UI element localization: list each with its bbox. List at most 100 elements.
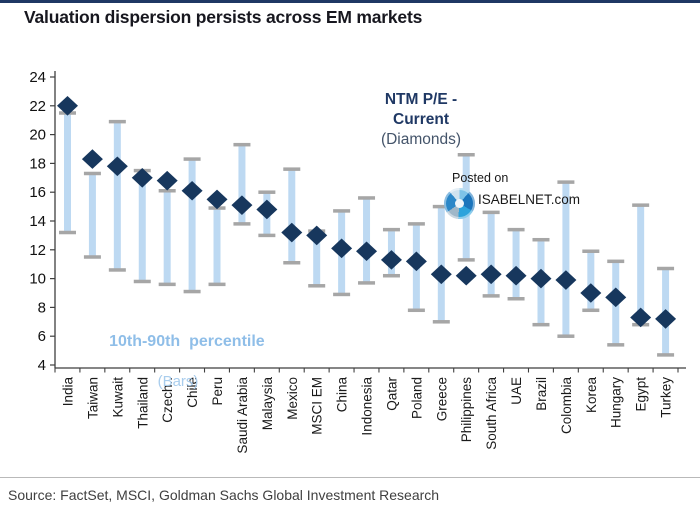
bar-cap-10th xyxy=(183,289,201,294)
bar-cap-90th xyxy=(233,142,251,147)
diamond-marker xyxy=(206,189,228,210)
percentile-bar xyxy=(64,113,71,233)
diamond-marker xyxy=(555,270,577,290)
y-tick-label: 14 xyxy=(29,213,46,230)
x-axis-label: Korea xyxy=(584,377,599,414)
diamond-marker xyxy=(405,251,427,272)
diamond-marker xyxy=(480,264,502,285)
x-axis-label: Czech.. xyxy=(160,377,175,423)
bar-cap-10th xyxy=(407,308,425,313)
bar-cap-10th xyxy=(258,233,276,238)
y-tick-label: 8 xyxy=(38,299,46,316)
diamond-marker xyxy=(156,170,178,191)
bar-cap-10th xyxy=(208,282,226,287)
diamond-marker xyxy=(106,156,128,177)
chart-title: Valuation dispersion persists across EM … xyxy=(24,7,423,27)
percentile-bar xyxy=(88,173,96,257)
bar-cap-10th xyxy=(457,258,475,262)
bar-cap-90th xyxy=(158,189,176,193)
percentile-bar xyxy=(188,159,196,292)
legend-diamonds-line3: (Diamonds) xyxy=(380,131,462,148)
top-border-line xyxy=(0,0,700,3)
bar-cap-90th xyxy=(358,196,376,200)
percentile-bar xyxy=(587,251,595,311)
y-tick-label: 24 xyxy=(29,69,46,86)
watermark-posted-on: Posted on xyxy=(452,171,509,185)
legend-bars-line2: (Bars) xyxy=(157,373,199,390)
bar-cap-10th xyxy=(607,343,625,347)
bar-cap-90th xyxy=(333,209,351,213)
bar-cap-10th xyxy=(382,273,400,278)
percentile-bar xyxy=(113,121,121,270)
bar-cap-10th xyxy=(482,294,500,298)
y-tick-label: 10 xyxy=(29,271,46,288)
bar-cap-90th xyxy=(657,266,675,271)
x-axis-label: Taiwan xyxy=(85,377,100,419)
x-axis-label: Egypt xyxy=(634,377,649,412)
y-tick-label: 4 xyxy=(38,357,46,374)
legend-bars: 10th-90th percentile (Bars) xyxy=(78,312,278,432)
x-axis-label: Chile xyxy=(185,377,200,408)
diamond-marker xyxy=(430,264,452,285)
x-axis-label: Colombia xyxy=(559,377,574,435)
bar-cap-90th xyxy=(283,167,301,171)
legend-diamonds-line2: Current xyxy=(393,111,449,128)
x-axis-label: Hungary xyxy=(609,377,624,428)
bar-cap-10th xyxy=(283,261,301,265)
bar-cap-90th xyxy=(457,153,475,157)
diamond-marker xyxy=(231,195,253,215)
bar-cap-10th xyxy=(432,320,450,324)
bar-cap-90th xyxy=(432,204,450,209)
diamond-marker xyxy=(380,250,402,270)
isabelnet-logo-icon xyxy=(444,188,475,219)
x-axis-label: Malaysia xyxy=(260,377,275,431)
bar-cap-90th xyxy=(607,259,625,264)
watermark-site: ISABELNET.com xyxy=(478,192,581,207)
x-axis-label: Poland xyxy=(409,377,424,419)
percentile-bar xyxy=(163,190,171,285)
percentile-bar xyxy=(437,206,445,322)
x-axis-label: MSCI EM xyxy=(310,377,325,435)
bar-cap-10th xyxy=(657,353,675,357)
percentile-bar xyxy=(288,169,296,263)
legend-diamonds-line1: NTM P/E - xyxy=(384,91,458,108)
bar-cap-90th xyxy=(532,237,550,242)
diamond-marker xyxy=(57,96,78,116)
x-axis-label: Brazil xyxy=(534,377,549,411)
diamond-marker xyxy=(81,149,103,169)
x-axis-label: UAE xyxy=(509,377,524,405)
diamond-marker xyxy=(306,225,328,246)
bar-cap-90th xyxy=(108,119,126,124)
diamond-marker xyxy=(131,168,153,188)
x-axis-label: Philippines xyxy=(459,377,474,443)
bar-cap-90th xyxy=(507,227,525,232)
diamond-marker xyxy=(281,222,303,243)
diamond-marker xyxy=(630,307,652,328)
x-axis-label: Saudi Arabia xyxy=(235,377,250,454)
bar-cap-90th xyxy=(582,249,600,253)
percentile-bar xyxy=(138,170,146,282)
bar-cap-10th xyxy=(507,297,525,301)
bar-cap-10th xyxy=(83,255,101,259)
bar-cap-10th xyxy=(59,230,76,235)
bar-cap-90th xyxy=(482,210,500,215)
bar-cap-10th xyxy=(557,334,575,338)
x-axis-label: Indonesia xyxy=(360,377,375,436)
bar-cap-90th xyxy=(557,180,575,184)
x-axis-label: Qatar xyxy=(384,376,399,410)
bar-cap-10th xyxy=(108,268,126,272)
bar-cap-10th xyxy=(233,222,251,226)
y-tick-label: 20 xyxy=(29,127,46,144)
bar-cap-10th xyxy=(158,282,176,287)
y-tick-label: 18 xyxy=(29,155,46,172)
x-axis-label: Peru xyxy=(210,377,225,406)
bar-cap-90th xyxy=(382,227,400,232)
bar-cap-90th xyxy=(83,171,101,176)
bar-cap-10th xyxy=(133,279,151,284)
diamond-marker xyxy=(655,309,677,329)
bar-cap-90th xyxy=(632,203,650,207)
percentile-bar xyxy=(213,208,221,285)
percentile-bar xyxy=(487,212,495,296)
bar-cap-90th xyxy=(258,190,276,194)
